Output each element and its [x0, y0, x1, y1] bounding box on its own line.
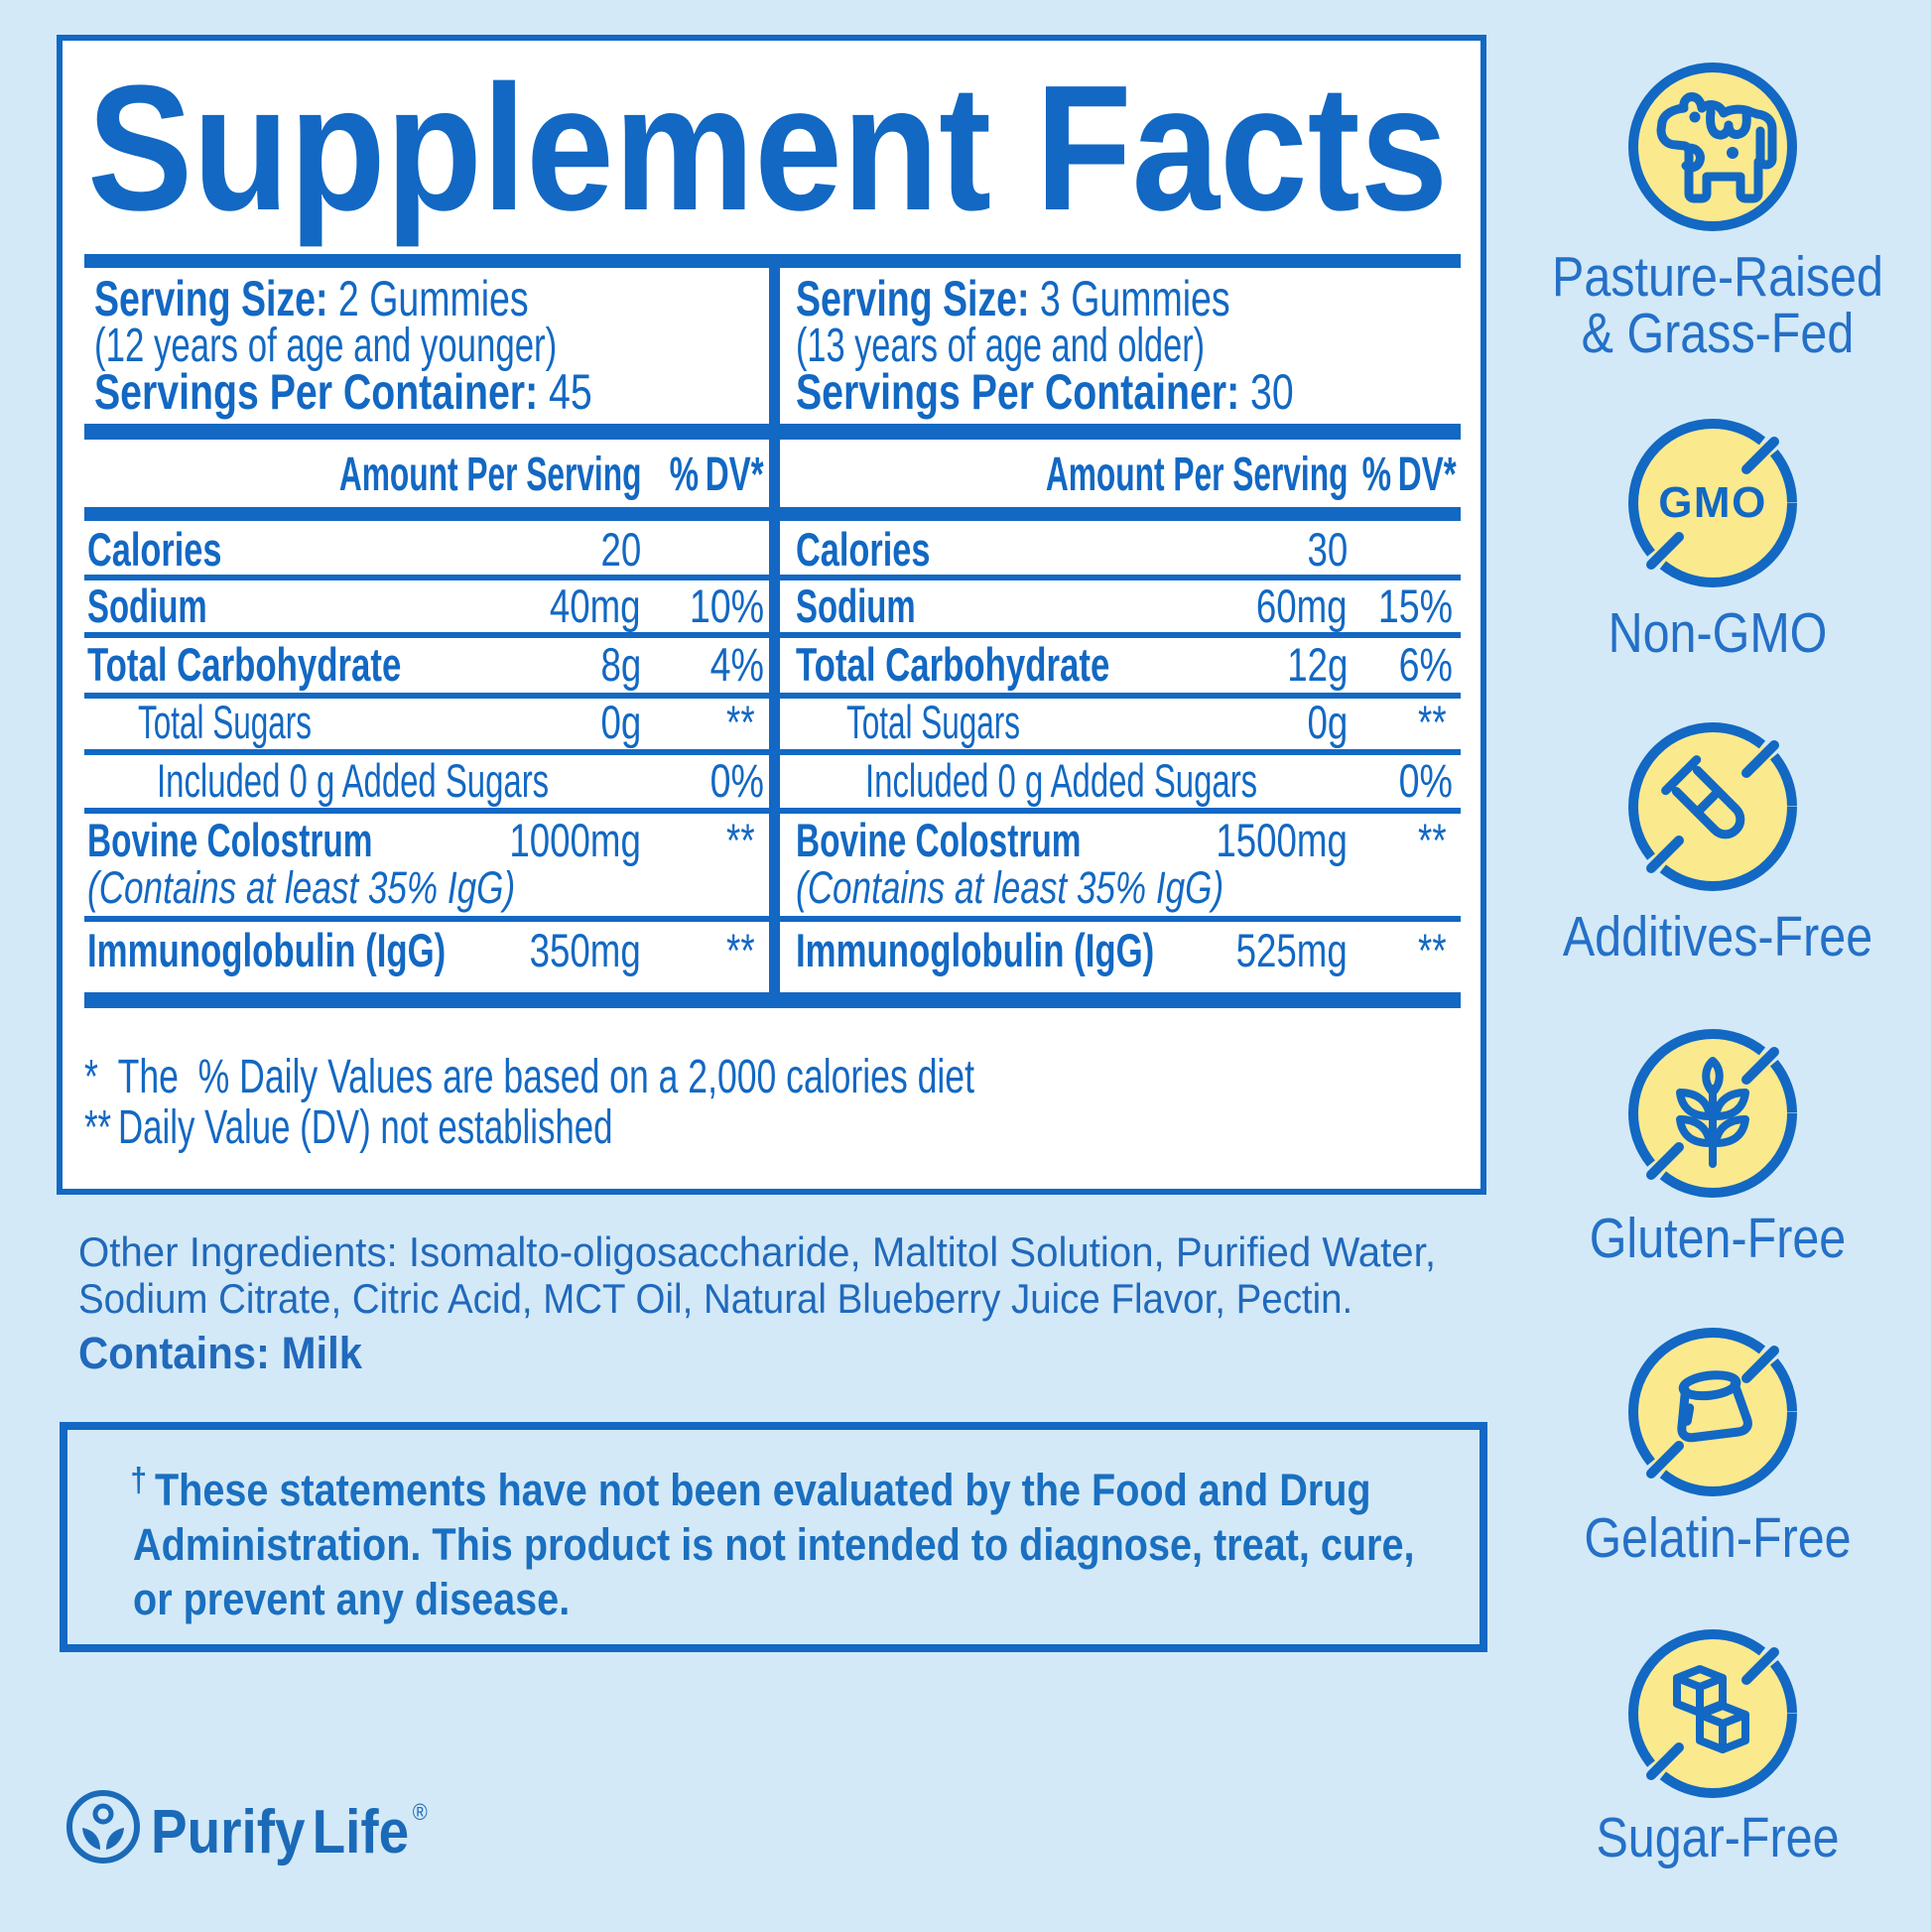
svg-text:GMO: GMO	[1658, 478, 1767, 527]
